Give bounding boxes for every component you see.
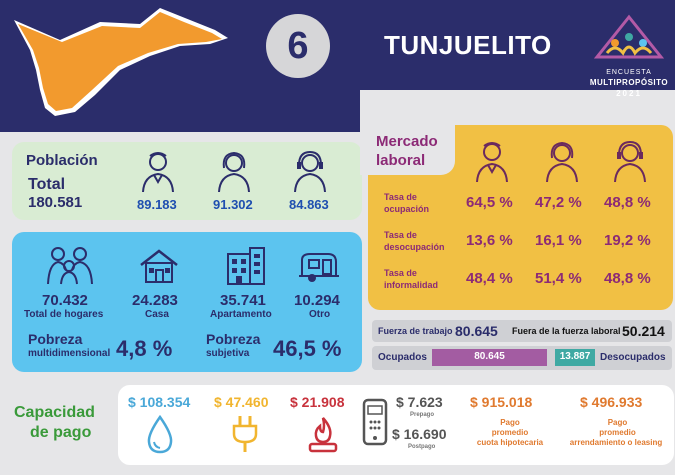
gas-flame-icon bbox=[306, 414, 340, 454]
tasa-desocupacion-other: 19,2 % bbox=[604, 232, 651, 249]
mercado-title-notch bbox=[360, 125, 455, 175]
mobile-phone-icon bbox=[362, 398, 388, 446]
prepago-label: Prepago bbox=[410, 412, 435, 418]
fuerza-trabajo-bar bbox=[372, 320, 672, 342]
desocupados-bar bbox=[555, 349, 595, 366]
fuerza-trabajo-value: 80.645 bbox=[455, 323, 498, 339]
poblacion-men-value: 89.183 bbox=[137, 197, 177, 212]
poblacion-total-label: Total bbox=[28, 176, 66, 193]
desocupados-value: 13.887 bbox=[559, 351, 591, 362]
arriendo-label-line1: Pago bbox=[607, 418, 628, 427]
desocupados-label: Desocupados bbox=[600, 352, 666, 363]
tasa-desocupacion-men: 13,6 % bbox=[466, 232, 513, 249]
fuerza-trabajo-label: Fuerza de trabajo bbox=[378, 326, 453, 336]
tasa-desocupacion-women: 16,1 % bbox=[535, 232, 582, 249]
ocupados-label: Ocupados bbox=[378, 352, 427, 363]
mercado-title-line1: Mercado bbox=[376, 133, 438, 150]
locality-number-badge: 6 bbox=[266, 14, 330, 78]
pobreza-subj-label: Pobreza bbox=[206, 331, 261, 347]
tasa-informalidad-other: 48,8 % bbox=[604, 270, 651, 287]
man-icon bbox=[474, 140, 510, 184]
postpago-label: Postpago bbox=[408, 444, 436, 450]
tasa-ocupacion-other: 48,8 % bbox=[604, 194, 651, 211]
poblacion-other-value: 84.863 bbox=[289, 197, 329, 212]
hogares-total-value: 70.432 bbox=[42, 292, 88, 309]
hipoteca-label-line2: promedio bbox=[491, 428, 529, 437]
man-icon bbox=[140, 150, 176, 194]
pobreza-multi-label: Pobreza bbox=[28, 331, 83, 347]
family-icon bbox=[46, 244, 94, 286]
hogares-casa-label: Casa bbox=[145, 309, 169, 320]
encuesta-logo: ENCUESTA MULTIPROPÓSITO 2021 bbox=[583, 13, 675, 103]
plug-icon bbox=[230, 414, 260, 454]
person-headset-icon bbox=[612, 140, 648, 184]
pobreza-subj-sublabel: subjetiva bbox=[206, 348, 250, 359]
person-headset-icon bbox=[292, 150, 328, 194]
hogares-otro-value: 10.294 bbox=[294, 292, 340, 309]
energia-value: $ 47.460 bbox=[214, 394, 269, 410]
locality-map-shape bbox=[0, 0, 260, 135]
hogares-apto-label: Apartamento bbox=[210, 309, 272, 320]
fuera-fuerza-label: Fuera de la fuerza laboral bbox=[512, 326, 621, 336]
woman-icon bbox=[216, 150, 252, 194]
logo-text-year: 2021 bbox=[616, 89, 642, 98]
ocupados-value: 80.645 bbox=[474, 351, 505, 362]
trailer-home-icon bbox=[298, 250, 340, 284]
tasa-desocupacion-sublabel: desocupación bbox=[384, 242, 445, 252]
pobreza-subj-value: 46,5 % bbox=[273, 336, 342, 361]
house-icon bbox=[138, 248, 180, 284]
hipoteca-label-line1: Pago bbox=[500, 418, 520, 427]
ocupados-bar bbox=[432, 349, 547, 366]
poblacion-panel bbox=[12, 142, 362, 220]
tasa-ocupacion-men: 64,5 % bbox=[466, 194, 513, 211]
fuera-fuerza-value: 50.214 bbox=[622, 323, 665, 339]
capacidad-pago-panel bbox=[118, 385, 674, 465]
logo-text-encuesta: ENCUESTA bbox=[606, 69, 652, 76]
capacidad-title-line2: de pago bbox=[30, 424, 92, 441]
poblacion-title: Población bbox=[26, 152, 98, 169]
poblacion-total-value: 180.581 bbox=[28, 194, 83, 211]
hipoteca-label-line3: cuota hipotecaria bbox=[476, 438, 544, 447]
agua-value: $ 108.354 bbox=[128, 394, 191, 410]
hogares-total-label: Total de hogares bbox=[24, 309, 104, 320]
pobreza-multi-sublabel: multidimensional bbox=[28, 348, 111, 359]
postpago-value: $ 16.690 bbox=[392, 426, 447, 442]
gas-value: $ 21.908 bbox=[290, 394, 345, 410]
tasa-ocupacion-sublabel: ocupación bbox=[384, 204, 430, 214]
tasa-informalidad-sublabel: informalidad bbox=[384, 280, 439, 290]
tasa-ocupacion-women: 47,2 % bbox=[535, 194, 582, 211]
tasa-ocupacion-label: Tasa de bbox=[384, 192, 417, 202]
tasa-informalidad-men: 48,4 % bbox=[466, 270, 513, 287]
hipoteca-value: $ 915.018 bbox=[470, 394, 533, 410]
hogares-otro-label: Otro bbox=[309, 309, 331, 320]
arriendo-value: $ 496.933 bbox=[580, 394, 643, 410]
water-drop-icon bbox=[146, 414, 174, 454]
capacidad-title-line1: Capacidad bbox=[14, 404, 95, 421]
hogares-apto-value: 35.741 bbox=[220, 292, 266, 309]
pobreza-multi-value: 4,8 % bbox=[116, 336, 173, 361]
tasa-informalidad-women: 51,4 % bbox=[535, 270, 582, 287]
mercado-title-line2: laboral bbox=[376, 152, 426, 169]
arriendo-label-line2: promedio bbox=[599, 428, 636, 437]
logo-text-multiproposito: MULTIPROPÓSITO bbox=[589, 78, 669, 87]
locality-title: TUNJUELITO bbox=[384, 30, 552, 60]
hogares-casa-value: 24.283 bbox=[132, 292, 178, 309]
arriendo-label-line3: arrendamiento o leasing bbox=[569, 438, 663, 447]
prepago-value: $ 7.623 bbox=[396, 394, 443, 410]
poblacion-women-value: 91.302 bbox=[213, 197, 253, 212]
tasa-desocupacion-label: Tasa de bbox=[384, 230, 417, 240]
apartment-building-icon bbox=[225, 246, 267, 286]
tasa-informalidad-label: Tasa de bbox=[384, 268, 417, 278]
woman-icon bbox=[544, 140, 580, 184]
